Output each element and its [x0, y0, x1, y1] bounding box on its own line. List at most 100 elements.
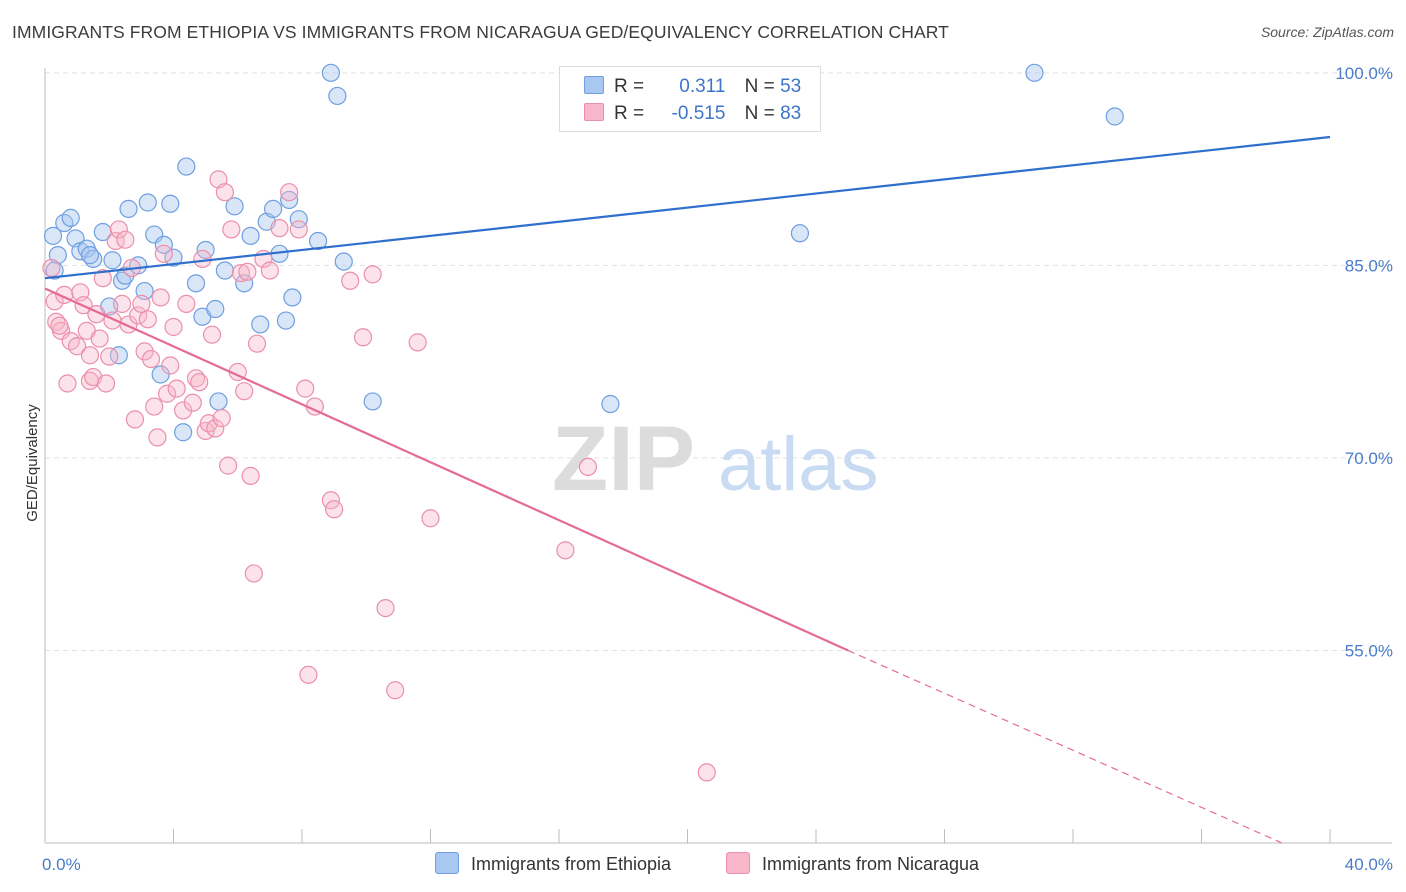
ethiopia-point: [276, 311, 296, 330]
ethiopia-point: [790, 224, 810, 243]
nicaragua-point: [193, 249, 212, 269]
ethiopia-point: [164, 248, 183, 267]
ethiopia-point: [289, 210, 308, 229]
nicaragua-point: [341, 271, 360, 290]
ethiopia-point: [206, 299, 225, 319]
nicaragua-point: [183, 393, 202, 412]
nicaragua-point: [116, 230, 135, 249]
y-tick-label: 55.0%: [1345, 641, 1393, 660]
watermark-zip: ZIP: [552, 408, 695, 510]
nicaragua-point: [212, 409, 231, 428]
nicaragua-point: [219, 456, 238, 475]
nicaragua-point: [556, 541, 575, 560]
nicaragua-point: [289, 220, 308, 239]
nicaragua-point: [109, 220, 128, 239]
ethiopia-point: [80, 246, 100, 265]
ethiopia-point: [263, 199, 283, 218]
ethiopia-point: [45, 261, 64, 280]
ethiopia-point: [328, 86, 347, 106]
ethiopia-point: [119, 199, 138, 218]
nicaragua-point: [154, 244, 173, 263]
nicaragua-point: [215, 183, 234, 202]
ethiopia-swatch-icon: [584, 76, 604, 94]
nicaragua-point: [408, 333, 427, 352]
x-tick-labels: 0.0% 40.0%: [42, 855, 1393, 874]
nicaragua-point: [68, 337, 87, 356]
nicaragua-point: [145, 397, 164, 416]
ethiopia-point: [225, 197, 244, 216]
nicaragua-point: [241, 466, 260, 485]
x-tick-label: 0.0%: [42, 855, 81, 874]
nicaragua-point: [167, 379, 186, 398]
nicaragua-point: [280, 183, 299, 202]
legend-r-label: R =: [614, 76, 645, 97]
ethiopia-point: [43, 226, 63, 245]
bottom-legend-label: Immigrants from Ethiopia: [471, 854, 672, 874]
ethiopia-point: [251, 315, 270, 334]
ethiopia-point: [61, 208, 80, 227]
grid-lines: [45, 72, 1392, 651]
nicaragua-point: [164, 317, 183, 337]
nicaragua-point: [148, 428, 167, 447]
nicaragua-point: [190, 373, 209, 392]
legend-n-value: 53: [780, 76, 802, 97]
ethiopia-point: [280, 190, 299, 210]
nicaragua-point: [363, 265, 382, 284]
legend-r-label: R =: [614, 103, 645, 124]
nicaragua-point: [270, 219, 289, 238]
ethiopia-point: [161, 194, 180, 213]
nicaragua-point: [578, 457, 598, 477]
nicaragua-point: [96, 374, 116, 393]
ethiopia-point: [109, 346, 128, 365]
nicaragua-point: [235, 382, 254, 401]
nicaragua-trend-line: [847, 649, 1283, 844]
y-axis-label: GED/Equivalency: [24, 404, 41, 522]
ethiopia-trend-line: [44, 135, 1331, 280]
nicaragua-point: [353, 328, 373, 347]
nicaragua-point: [157, 384, 177, 403]
legend-n-label: N =: [744, 76, 775, 97]
ethiopia-point: [1105, 107, 1124, 126]
nicaragua-swatch-icon: [584, 103, 604, 121]
nicaragua-point: [260, 261, 279, 280]
nicaragua-point: [58, 374, 77, 393]
nicaragua-point: [80, 346, 100, 365]
nicaragua-point: [132, 294, 151, 313]
nicaragua-trend-line: [44, 287, 849, 652]
watermark-atlas: atlas: [718, 422, 879, 507]
nicaragua-point: [90, 329, 109, 348]
ethiopia-swatch-icon: [435, 852, 459, 874]
trend-lines: [44, 135, 1331, 844]
ethiopia-point: [308, 231, 328, 251]
nicaragua-point: [161, 356, 180, 375]
ethiopia-point: [334, 252, 353, 271]
nicaragua-point: [247, 334, 267, 353]
legend-row-ethiopia: R = 0.311 N = 53: [584, 76, 801, 98]
nicaragua-point: [174, 401, 193, 420]
ethiopia-point: [209, 392, 228, 411]
nicaragua-point: [231, 263, 251, 283]
nicaragua-point: [50, 316, 69, 335]
ethiopia-point: [235, 274, 254, 293]
nicaragua-point: [100, 347, 119, 366]
nicaragua-point: [151, 288, 170, 307]
ethiopia-point: [174, 423, 193, 442]
ethiopia-point: [186, 274, 206, 293]
bottom-legend-nicaragua: Immigrants from Nicaragua: [726, 852, 979, 875]
nicaragua-point: [421, 509, 440, 528]
nicaragua-point: [325, 500, 344, 519]
x-tick-label: 40.0%: [1345, 855, 1393, 874]
y-tick-label: 70.0%: [1345, 449, 1393, 468]
legend-row-nicaragua: R = -0.515 N = 83: [584, 103, 801, 125]
nicaragua-point: [202, 325, 222, 344]
chart-title: IMMIGRANTS FROM ETHIOPIA VS IMMIGRANTS F…: [12, 22, 949, 42]
y-tick-label: 100.0%: [1335, 64, 1393, 83]
nicaragua-point: [299, 665, 318, 684]
legend-n-value: 83: [780, 103, 802, 124]
ethiopia-point: [103, 251, 122, 270]
nicaragua-point: [386, 681, 405, 700]
ethiopia-point: [1025, 63, 1044, 82]
y-tick-labels: 100.0% 85.0% 70.0% 55.0%: [1335, 64, 1393, 661]
nicaragua-point: [376, 598, 395, 618]
